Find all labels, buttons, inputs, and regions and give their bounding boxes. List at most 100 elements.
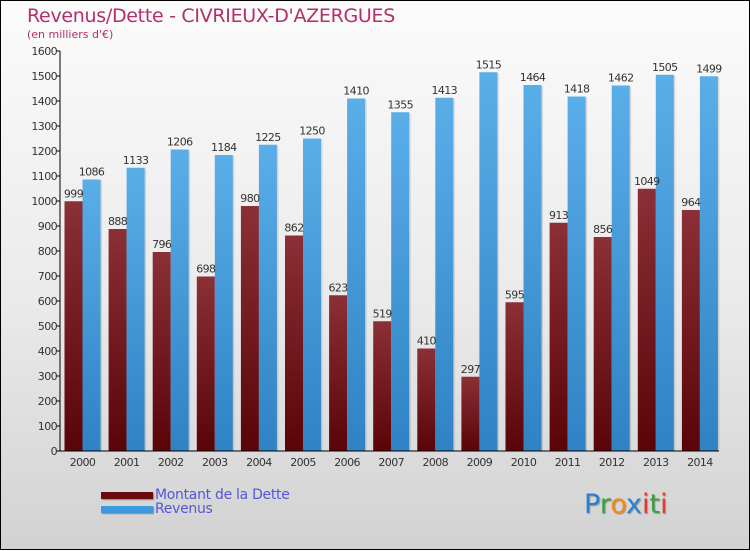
chart-title: Revenus/Dette - CIVRIEUX-D'AZERGUES — [27, 5, 395, 27]
revenue-bar — [435, 97, 454, 451]
x-tick-label: 2005 — [290, 456, 316, 469]
debt-value-label: 1049 — [634, 175, 660, 188]
axes-group: 2000 2001 2002 2003 2004 2005 2006 2007 2008 2009… — [31, 45, 719, 469]
revenue-bar — [170, 149, 189, 451]
revenue-value-label: 1184 — [211, 141, 237, 154]
revenue-bar — [303, 138, 321, 451]
legend-swatch-dette — [101, 491, 153, 499]
legend-swatch-revenus — [101, 505, 153, 513]
debt-bar — [505, 302, 524, 451]
revenue-bar — [699, 76, 718, 451]
revenue-value-label: 1462 — [608, 72, 634, 85]
y-tick-label: 1000 — [31, 195, 57, 208]
x-tick-label: 2004 — [246, 456, 272, 469]
debt-bar — [637, 188, 656, 451]
debt-value-label: 698 — [196, 263, 216, 276]
logo-letter: o — [610, 489, 627, 520]
debt-value-label: 623 — [328, 281, 348, 294]
revenue-bar — [82, 179, 101, 451]
x-tick-label: 2008 — [422, 456, 448, 469]
x-tick-label: 2014 — [687, 456, 713, 469]
y-tick-label: 0 — [51, 445, 58, 458]
debt-bar — [240, 206, 259, 451]
debt-bar — [64, 201, 83, 451]
debt-bar — [285, 235, 303, 451]
debt-bar — [373, 321, 392, 451]
y-tick-label: 800 — [38, 245, 58, 258]
y-tick-label: 1400 — [31, 95, 57, 108]
revenue-value-label: 1355 — [387, 98, 413, 111]
logo-letter: P — [584, 489, 600, 520]
revenue-value-label: 1410 — [343, 85, 369, 98]
debt-value-label: 964 — [681, 196, 701, 209]
revenue-bar — [258, 144, 277, 451]
revenue-bar — [214, 155, 233, 451]
debt-bar — [108, 229, 127, 451]
revenue-bar — [523, 85, 542, 451]
y-tick-label: 100 — [38, 420, 58, 433]
debt-bar — [329, 295, 348, 451]
debt-bar — [152, 252, 171, 451]
x-tick-label: 2003 — [202, 456, 228, 469]
debt-bar — [417, 348, 436, 451]
logo-letter: r — [599, 489, 611, 520]
debt-value-label: 999 — [64, 187, 84, 200]
y-tick-label: 900 — [38, 220, 58, 233]
x-tick-label: 2002 — [158, 456, 184, 469]
revenue-bar — [567, 96, 586, 451]
debt-value-label: 519 — [373, 307, 393, 320]
debt-bar — [196, 276, 215, 451]
y-tick-label: 1100 — [31, 170, 57, 183]
chart-subtitle: (en milliers d'€) — [27, 28, 114, 41]
debt-value-label: 980 — [240, 192, 260, 205]
debt-value-label: 410 — [417, 335, 437, 348]
revenue-value-label: 1086 — [79, 166, 105, 179]
legend-item-revenus: Revenus — [101, 501, 213, 517]
revenue-value-label: 1464 — [520, 71, 546, 84]
x-tick-label: 2009 — [467, 456, 493, 469]
revenue-value-label: 1515 — [476, 58, 502, 71]
y-tick-label: 1500 — [31, 70, 57, 83]
legend-label-dette: Montant de la Dette — [155, 487, 290, 503]
revenue-value-label: 1225 — [255, 131, 281, 144]
y-tick-label: 1300 — [31, 120, 57, 133]
y-tick-label: 700 — [38, 270, 58, 283]
revenue-value-label: 1133 — [123, 154, 149, 167]
revenue-bar — [347, 98, 366, 451]
revenue-bar — [479, 72, 498, 451]
revenue-value-label: 1499 — [696, 62, 722, 75]
logo-letter: i — [660, 489, 668, 520]
y-tick-label: 200 — [38, 395, 58, 408]
y-tick-label: 500 — [38, 320, 58, 333]
debt-bar — [549, 222, 568, 451]
revenue-value-label: 1206 — [167, 136, 193, 149]
y-tick-label: 1200 — [31, 145, 57, 158]
revenue-bar — [126, 167, 145, 451]
logo-letter: i — [642, 489, 650, 520]
legend-label-revenus: Revenus — [155, 501, 213, 517]
revenue-bar — [391, 112, 410, 451]
revenue-bar — [611, 85, 630, 451]
debt-bar — [593, 237, 612, 451]
debt-bar — [461, 376, 480, 451]
bars-group: 999 1086 888 1133 796 1206 698 1184 980 1225 862 12… — [64, 58, 723, 451]
debt-value-label: 913 — [549, 209, 569, 222]
x-tick-label: 2006 — [334, 456, 360, 469]
debt-value-label: 297 — [461, 363, 481, 376]
x-tick-label: 2013 — [643, 456, 669, 469]
x-tick-label: 2001 — [114, 456, 140, 469]
logo-letter: x — [626, 489, 643, 520]
debt-value-label: 595 — [505, 288, 525, 301]
legend-item-dette: Montant de la Dette — [101, 487, 290, 503]
revenue-value-label: 1418 — [564, 83, 590, 96]
x-tick-label: 2010 — [511, 456, 537, 469]
x-tick-label: 2000 — [70, 456, 96, 469]
y-tick-label: 1600 — [31, 45, 57, 58]
y-tick-label: 300 — [38, 370, 58, 383]
revenue-value-label: 1250 — [299, 125, 325, 138]
x-tick-label: 2011 — [555, 456, 581, 469]
revenue-bar — [655, 74, 674, 451]
proxiti-logo: Proxiti — [584, 489, 668, 520]
debt-value-label: 796 — [152, 238, 172, 251]
